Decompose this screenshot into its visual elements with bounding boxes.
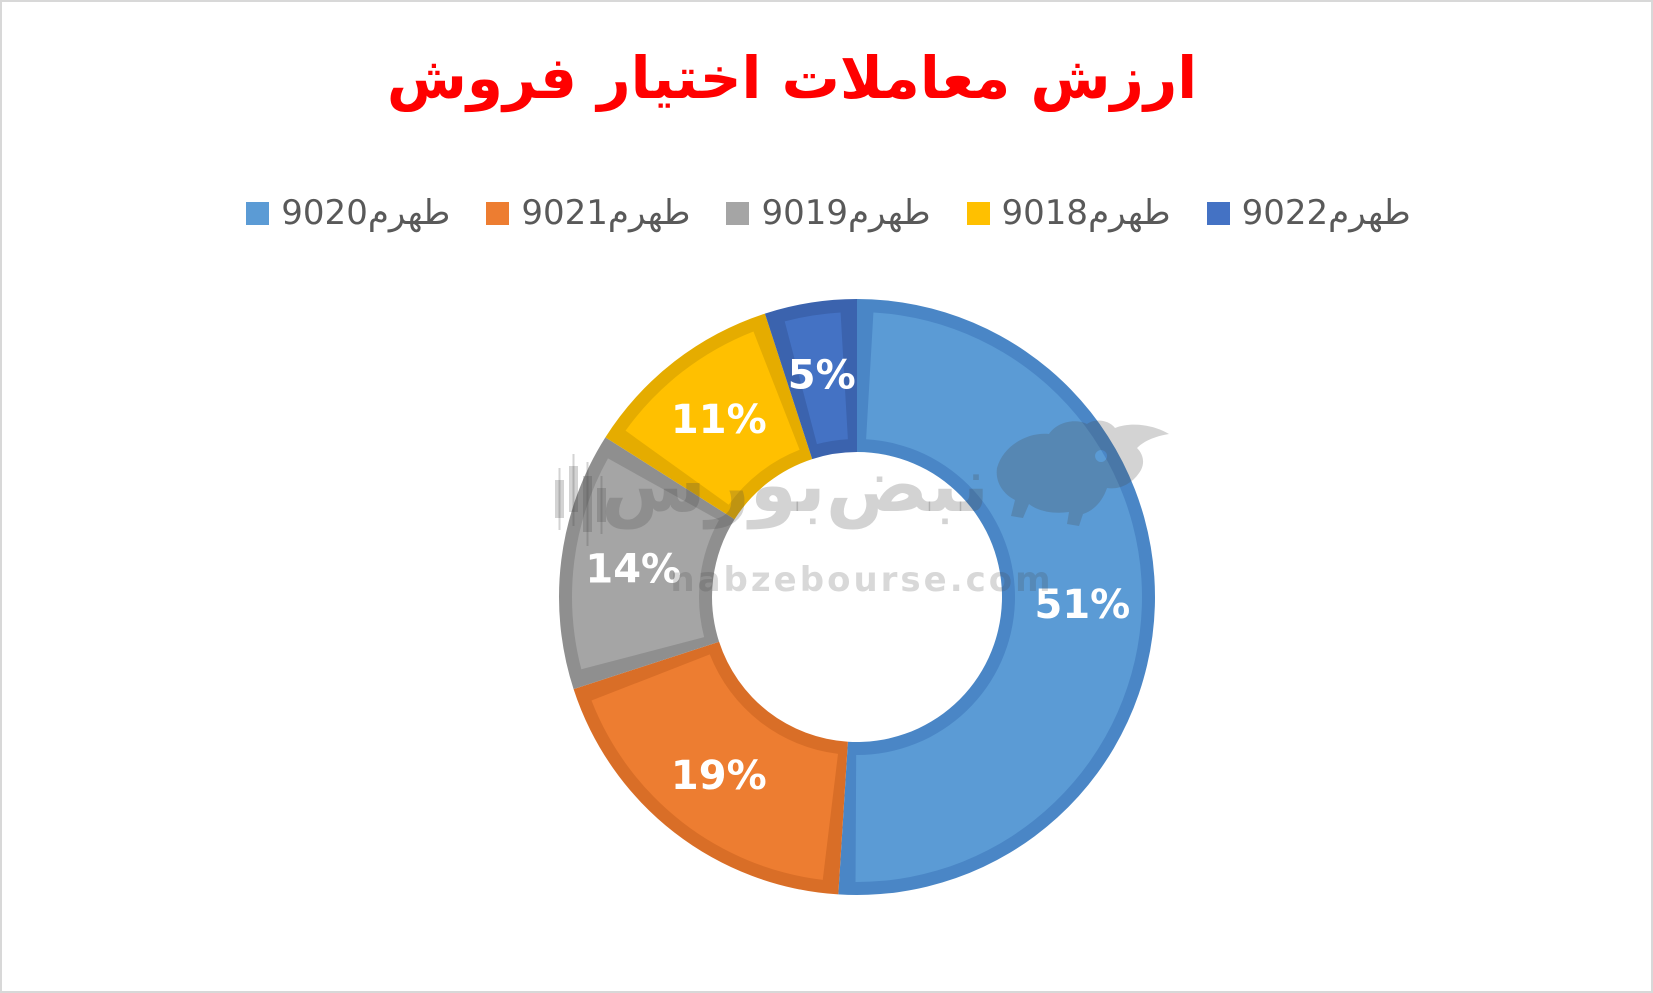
legend-item-9021: طهرم9021 <box>486 193 691 233</box>
legend-label-9021: طهرم9021 <box>521 193 691 233</box>
donut-slice-طهرم9022: 5% <box>764 299 857 460</box>
donut-slice-طهرم9018: 11% <box>605 313 813 520</box>
legend-swatch-9020 <box>246 202 270 226</box>
legend-item-9020: طهرم9020 <box>246 193 451 233</box>
data-label-طهرم9021: 19% <box>671 753 767 799</box>
chart-legend: طهرم9020 طهرم9021 طهرم9019 طهرم9018 طهرم… <box>2 193 1651 233</box>
donut-slice-طهرم9021: 19% <box>573 641 848 895</box>
slice-fill <box>784 312 848 445</box>
legend-label-9020: طهرم9020 <box>281 193 451 233</box>
legend-label-9022: طهرم9022 <box>1241 193 1411 233</box>
data-label-طهرم9019: 14% <box>585 547 681 593</box>
legend-swatch-9022 <box>1206 202 1230 226</box>
legend-label-9018: طهرم9018 <box>1001 193 1171 233</box>
data-label-طهرم9020: 51% <box>1035 582 1131 628</box>
legend-swatch-9019 <box>726 202 750 226</box>
legend-label-9019: طهرم9019 <box>761 193 931 233</box>
slice-fill <box>855 312 1142 882</box>
slice-fill <box>572 458 719 670</box>
slice-fill <box>625 331 800 505</box>
legend-item-9018: طهرم9018 <box>966 193 1171 233</box>
data-label-طهرم9022: 5% <box>788 352 856 398</box>
donut-slice-طهرم9020: 51% <box>838 299 1155 895</box>
legend-swatch-9021 <box>486 202 510 226</box>
donut-slice-طهرم9019: 14% <box>558 437 735 690</box>
data-label-طهرم9018: 11% <box>671 397 767 443</box>
chart-title: ارزش معاملات اختیار فروش <box>386 44 1198 112</box>
legend-item-9022: طهرم9022 <box>1206 193 1411 233</box>
legend-item-9019: طهرم9019 <box>726 193 931 233</box>
slice-fill <box>591 654 839 880</box>
legend-swatch-9018 <box>966 202 990 226</box>
